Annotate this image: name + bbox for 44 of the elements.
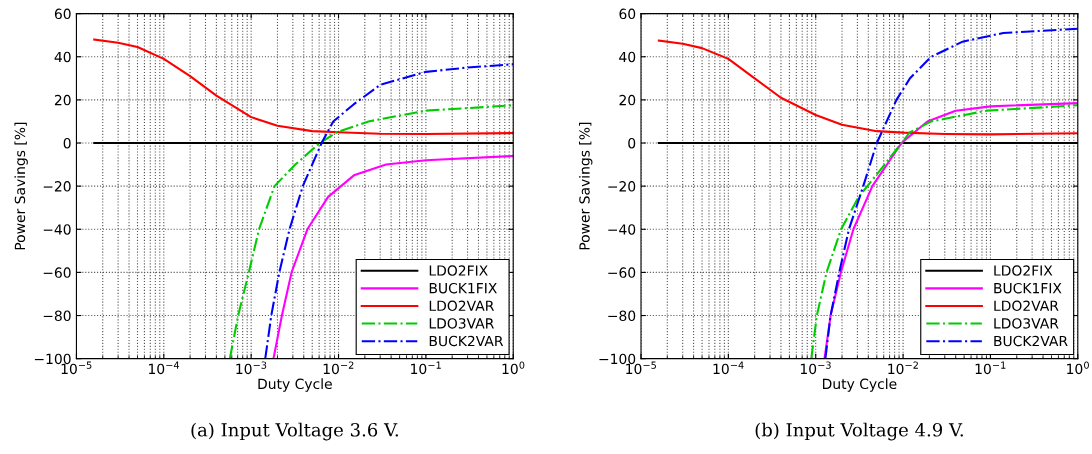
y-tick-label: −40 [43, 224, 71, 235]
legend-label: LDO3VAR [994, 318, 1059, 329]
y-tick-label: −60 [608, 267, 636, 278]
y-tick-label: 20 [619, 94, 636, 106]
y-tick-label: 40 [54, 51, 71, 63]
x-axis-title: Duty Cycle [823, 378, 897, 392]
y-tick-label: 0 [63, 137, 71, 149]
y-tick-label: −80 [608, 310, 636, 321]
x-tick-label: 10$^{−1}$ [975, 361, 1006, 375]
legend-label: LDO2VAR [429, 300, 494, 312]
x-tick-label: 10$^{−4}$ [713, 361, 744, 375]
y-tick-label: 0 [628, 137, 636, 149]
y-axis-title: Power Savings [%] [579, 122, 593, 250]
y-tick-label: −80 [43, 310, 71, 321]
y-tick-label: −100 [34, 353, 71, 365]
legend-label: BUCK2VAR [429, 335, 504, 347]
x-tick-label: 10$^{−3}$ [236, 361, 267, 375]
legend-label: LDO2FIX [994, 265, 1053, 276]
x-axis-title: Duty Cycle [258, 378, 332, 392]
x-tick-label: 10$^{−2}$ [888, 361, 918, 375]
x-tick-label: 10$^{0}$ [502, 361, 525, 375]
legend-label: BUCK1FIX [994, 282, 1062, 294]
y-tick-label: −100 [599, 353, 636, 365]
y-tick-label: −60 [43, 267, 71, 278]
y-tick-label: 20 [54, 94, 71, 106]
legend-label: LDO2VAR [994, 300, 1059, 312]
legend-label: LDO2FIX [429, 265, 488, 276]
legend-label: BUCK2VAR [994, 335, 1068, 347]
y-axis-title: Power Savings [%] [14, 122, 28, 250]
y-tick-label: 40 [619, 51, 636, 63]
legend-label: LDO3VAR [429, 318, 494, 329]
x-tick-label: 10$^{−1}$ [411, 361, 441, 375]
x-tick-label: 10$^{0}$ [1067, 361, 1089, 375]
y-tick-label: −20 [43, 181, 71, 192]
y-tick-label: −20 [608, 181, 636, 192]
text: (a) Input Voltage 3.6 V. [191, 422, 398, 441]
text: (b) Input Voltage 4.9 V. [755, 422, 963, 441]
y-tick-label: 60 [54, 8, 71, 20]
x-tick-label: 10$^{−2}$ [323, 361, 354, 375]
x-tick-label: 10$^{−3}$ [800, 361, 831, 375]
y-tick-label: 60 [619, 8, 636, 20]
legend-label: BUCK1FIX [429, 282, 497, 294]
x-tick-label: 10$^{−4}$ [149, 361, 180, 375]
y-tick-label: −40 [608, 224, 636, 235]
